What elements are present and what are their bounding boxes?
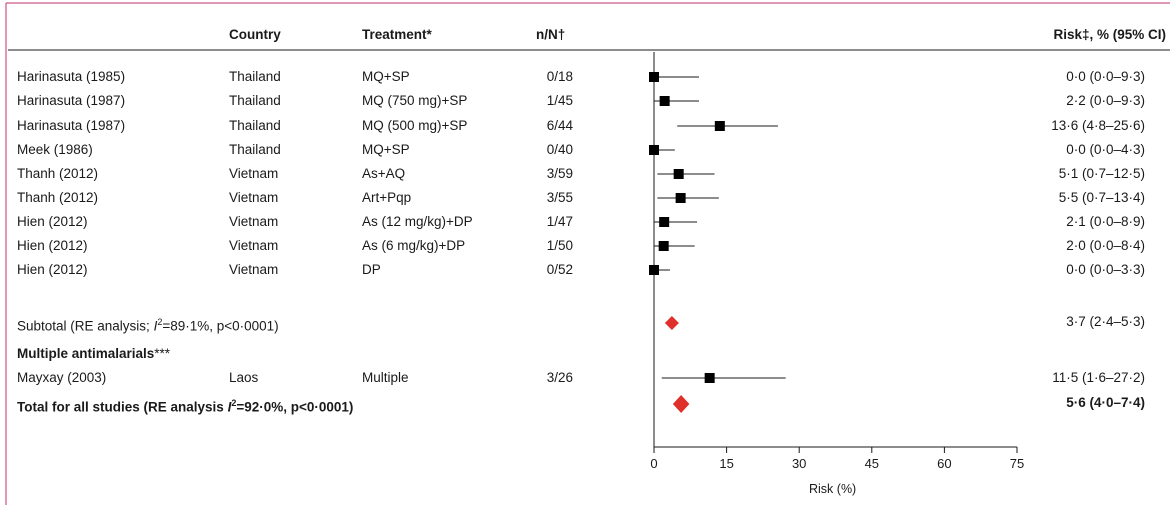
study-treatment: As (6 mg/kg)+DP: [362, 238, 466, 253]
point-estimate-marker: [659, 217, 670, 227]
study-name: Harinasuta (1985): [17, 69, 126, 84]
study-treatment: MQ (500 mg)+SP: [362, 118, 468, 133]
x-axis-label: Risk (%): [809, 482, 857, 496]
study-risk: 2·1 (0·0–8·9): [1066, 214, 1145, 229]
chart-marks: [649, 52, 1018, 453]
study-country: Thailand: [229, 69, 281, 84]
study-nn: 1/47: [546, 214, 573, 229]
study-nn: 0/18: [546, 69, 573, 84]
study-treatment: As (12 mg/kg)+DP: [362, 214, 473, 229]
study-name: Harinasuta (1987): [17, 93, 126, 108]
study-name: Harinasuta (1987): [17, 118, 126, 133]
multi-risk: 11·5 (1·6–27·2): [1052, 370, 1145, 385]
multi-treatment: Multiple: [362, 370, 409, 385]
study-name: Thanh (2012): [17, 166, 99, 181]
study-risk: 2·2 (0·0–9·3): [1066, 93, 1145, 108]
point-estimate-marker: [649, 145, 659, 155]
point-estimate-marker: [704, 373, 715, 383]
header-risk: Risk‡, % (95% CI): [1053, 27, 1166, 42]
study-risk: 0·0 (0·0–4·3): [1066, 142, 1145, 157]
x-tick-label: 75: [1009, 456, 1025, 471]
study-name: Meek (1986): [17, 142, 93, 157]
point-estimate-marker: [649, 72, 659, 82]
multi-study: Mayxay (2003): [17, 370, 107, 385]
multi-nn: 3/26: [546, 370, 573, 385]
study-name: Hien (2012): [17, 262, 88, 277]
study-nn: 3/55: [546, 190, 573, 205]
study-risk: 5·1 (0·7–12·5): [1058, 166, 1145, 181]
study-country: Vietnam: [229, 214, 279, 229]
subtotal-label: Subtotal (RE analysis; I2=89·1%, p<0·000…: [17, 317, 279, 334]
study-nn: 1/45: [546, 93, 573, 108]
study-treatment: DP: [362, 262, 381, 277]
study-country: Vietnam: [229, 166, 279, 181]
study-country: Vietnam: [229, 238, 279, 253]
x-tick-label: 45: [864, 456, 880, 471]
subtotal-risk: 3·7 (2·4–5·3): [1066, 314, 1145, 329]
study-nn: 0/40: [546, 142, 573, 157]
x-tick-label: 15: [719, 456, 734, 471]
study-country: Thailand: [229, 118, 281, 133]
point-estimate-marker: [659, 96, 670, 106]
study-nn: 3/59: [546, 166, 573, 181]
x-tick-label: 60: [937, 456, 952, 471]
study-treatment: As+AQ: [362, 166, 406, 181]
point-estimate-marker: [649, 265, 659, 275]
x-tick-label: 30: [791, 456, 807, 471]
study-risk: 5·5 (0·7–13·4): [1058, 190, 1145, 205]
study-country: Thailand: [229, 93, 281, 108]
study-nn: 0/52: [546, 262, 573, 277]
study-treatment: MQ+SP: [362, 69, 410, 84]
study-risk: 2·0 (0·0–8·4): [1066, 238, 1145, 253]
study-country: Vietnam: [229, 262, 279, 277]
point-estimate-marker: [658, 241, 669, 251]
study-name: Hien (2012): [17, 238, 88, 253]
multi-country: Laos: [229, 370, 259, 385]
study-treatment: MQ (750 mg)+SP: [362, 93, 468, 108]
study-country: Thailand: [229, 142, 281, 157]
header-treatment: Treatment*: [362, 27, 432, 42]
point-estimate-marker: [673, 169, 684, 179]
section-multiple-antimalarials: Multiple antimalarials***: [17, 346, 171, 361]
study-nn: 1/50: [546, 238, 573, 253]
x-tick-label: 0: [650, 456, 658, 471]
subtotal-diamond: [664, 316, 679, 330]
study-country: Vietnam: [229, 190, 279, 205]
study-treatment: Art+Pqp: [362, 190, 412, 205]
header-nn: n/N†: [536, 27, 566, 42]
study-nn: 6/44: [546, 118, 573, 133]
study-risk: 0·0 (0·0–3·3): [1066, 262, 1145, 277]
total-diamond: [672, 395, 690, 413]
point-estimate-marker: [675, 193, 686, 203]
total-label: Total for all studies (RE analysis I2=92…: [17, 398, 354, 415]
study-treatment: MQ+SP: [362, 142, 410, 157]
study-name: Hien (2012): [17, 214, 88, 229]
study-name: Thanh (2012): [17, 190, 99, 205]
total-risk: 5·6 (4·0–7·4): [1066, 395, 1145, 410]
study-risk: 0·0 (0·0–9·3): [1066, 69, 1145, 84]
header-country: Country: [229, 27, 281, 42]
point-estimate-marker: [714, 121, 725, 131]
study-risk: 13·6 (4·8–25·6): [1051, 118, 1145, 133]
